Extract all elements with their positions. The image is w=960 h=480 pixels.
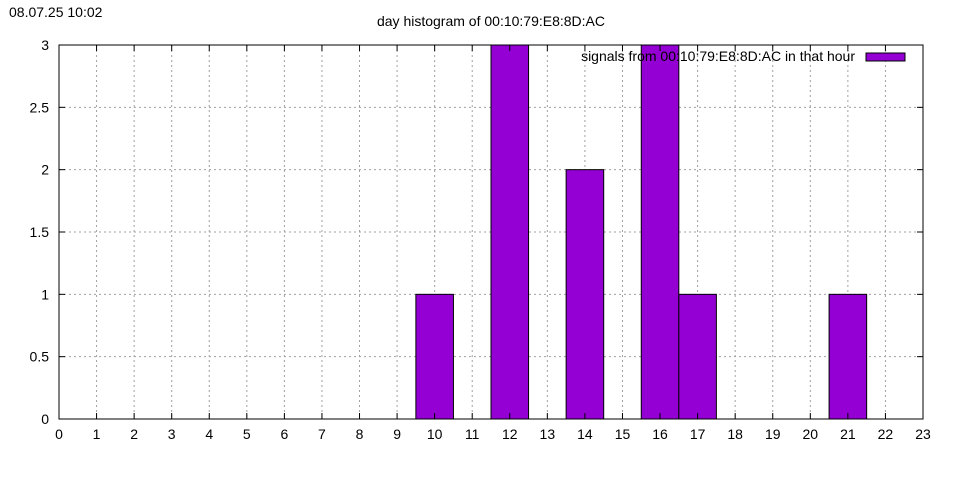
bar-hour-12 [490, 44, 530, 420]
y-tick-label: 1 [41, 286, 49, 302]
y-tick-label: 0 [41, 411, 49, 427]
x-tick-label: 20 [803, 426, 819, 442]
bar-layer [415, 44, 868, 420]
x-tick-label: 0 [55, 426, 63, 442]
x-tick-label: 6 [280, 426, 288, 442]
x-tick-label: 12 [502, 426, 518, 442]
bar-hour-17 [678, 293, 717, 420]
y-tick-label: 0.5 [30, 349, 50, 365]
legend-swatch [865, 52, 906, 62]
x-tick-label: 3 [168, 426, 176, 442]
x-tick-label: 8 [356, 426, 364, 442]
bar-hour-14 [565, 169, 605, 420]
x-tick-label: 16 [652, 426, 668, 442]
x-tick-label: 11 [465, 426, 480, 442]
legend-label: signals from 00:10:79:E8:8D:AC in that h… [581, 48, 855, 64]
x-tick-label: 21 [840, 426, 856, 442]
x-tick-label: 2 [130, 426, 138, 442]
chart-title: day histogram of 00:10:79:E8:8D:AC [376, 13, 606, 29]
x-tick-label: 22 [878, 426, 894, 442]
bar-hour-21 [828, 293, 868, 420]
x-tick-label: 7 [318, 426, 326, 442]
y-tick-label: 2 [41, 162, 49, 178]
x-tick-label: 1 [93, 426, 101, 442]
x-tick-label: 14 [577, 426, 593, 442]
x-tick-label: 15 [615, 426, 631, 442]
x-tick-label: 5 [243, 426, 251, 442]
x-tick-label: 23 [915, 426, 931, 442]
x-tick-label: 13 [540, 426, 556, 442]
x-tick-label: 10 [427, 426, 443, 442]
tick-layer: 0 1 2 3 4 5 6 7 8 9 10 11 12 13 14 15 16 17 18 19 20 21 22 2300… [30, 37, 931, 442]
x-tick-label: 18 [727, 426, 743, 442]
y-tick-label: 1.5 [30, 224, 50, 240]
x-tick-label: 17 [690, 426, 706, 442]
bar-hour-16 [640, 44, 680, 420]
x-tick-label: 4 [205, 426, 213, 442]
timestamp: 08.07.25 10:02 [9, 4, 103, 20]
x-tick-label: 9 [393, 426, 401, 442]
bar-hour-10 [415, 293, 454, 420]
y-tick-label: 2.5 [30, 99, 50, 115]
legend: signals from 00:10:79:E8:8D:AC in that h… [581, 48, 906, 64]
x-tick-label: 19 [765, 426, 781, 442]
y-tick-label: 3 [41, 37, 49, 53]
